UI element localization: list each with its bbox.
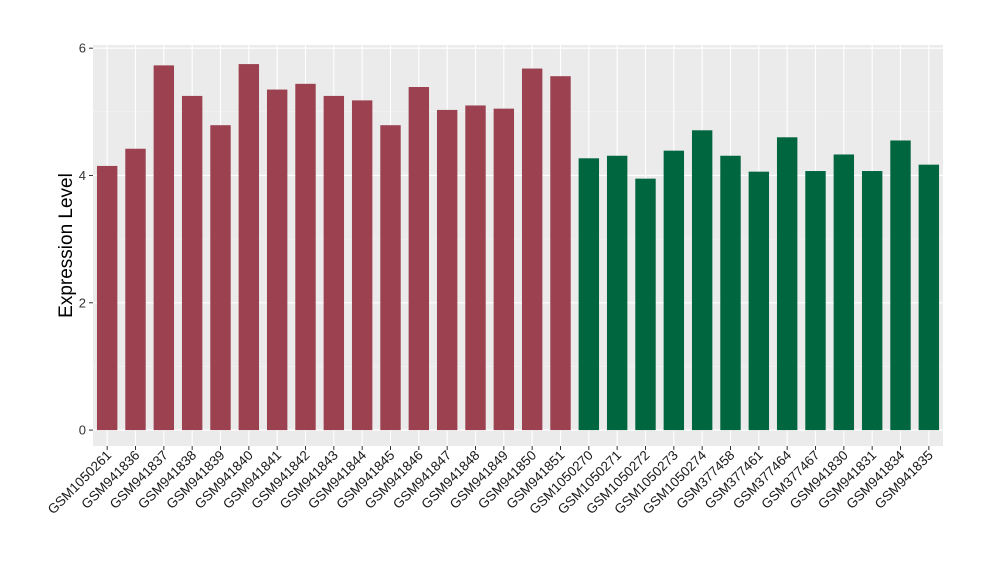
bar-GSM941840 [238,64,260,431]
bar-GSM941836 [125,148,146,431]
bar-GSM377467 [805,171,826,431]
y-axis: 0 2 4 6 [79,41,93,438]
bar-GSM1050273 [663,150,685,431]
x-axis: GSM1050261GSM941836GSM941837GSM941838GSM… [45,446,936,517]
bar-GSM1050274 [691,130,713,431]
bar-GSM941837 [153,65,175,431]
y-tick-label: 4 [79,168,86,183]
bar-GSM1050272 [635,178,656,431]
bar-GSM941838 [181,95,203,431]
bar-GSM941843 [323,95,345,431]
bar-GSM941851 [550,76,571,431]
bar-GSM377458 [720,155,741,431]
y-tick-label: 0 [79,423,86,438]
bar-GSM941846 [408,87,430,431]
bar-GSM1050270 [578,158,600,431]
y-axis-title: Expression Level [56,173,77,318]
bar-GSM941834 [890,140,911,431]
bar-GSM941830 [833,154,855,431]
bar-GSM941845 [380,125,401,431]
bar-GSM941831 [861,171,883,431]
bar-GSM941849 [493,108,515,431]
bar-GSM941841 [266,89,288,431]
bar-GSM941839 [210,125,231,431]
bars [96,64,940,431]
y-tick-label: 2 [79,295,86,310]
bar-GSM377464 [776,137,798,431]
bar-GSM1050271 [606,155,628,431]
y-tick-label: 6 [79,41,86,56]
bar-GSM1050261 [96,165,118,431]
bar-GSM377461 [748,171,770,431]
bar-GSM941847 [436,109,458,431]
bar-GSM941848 [465,105,486,431]
bar-GSM941835 [918,164,940,431]
bar-GSM941850 [521,68,543,431]
bar-GSM941844 [351,100,373,431]
bar-GSM941842 [295,83,316,431]
